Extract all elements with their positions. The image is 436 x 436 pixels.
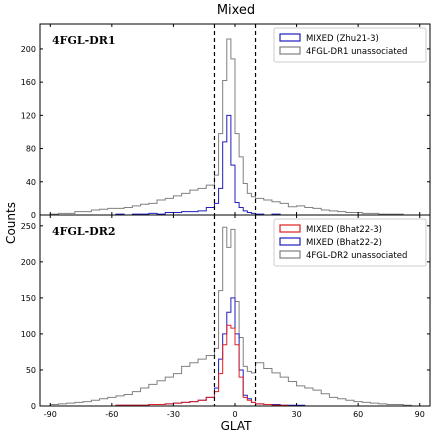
y-tick-label: 40 — [26, 178, 36, 187]
legend-swatch — [279, 33, 301, 42]
legend-swatch — [279, 250, 301, 259]
y-tick-label: 0 — [31, 211, 36, 220]
legend-swatch — [279, 46, 301, 55]
bottom-panel: 0 50 100 150 200 250 -90 -60 -30 0 30 60 90 4FGL-DR2 M… — [21, 214, 431, 419]
legend — [273, 27, 427, 63]
legend — [273, 218, 427, 267]
y-tick-label: 160 — [21, 78, 36, 87]
histogram-series-1 — [50, 297, 420, 407]
y-tick-label: 200 — [21, 45, 36, 54]
panel-label: 4FGL-DR1 — [52, 34, 116, 47]
legend-swatch — [279, 237, 301, 246]
y-tick-label: 150 — [21, 294, 36, 303]
y-axis-label: Counts — [4, 202, 18, 244]
legend-label: 4FGL-DR1 unassociated — [306, 47, 407, 57]
x-tick-label: -60 — [105, 410, 118, 419]
x-tick-label: 0 — [232, 410, 237, 419]
x-tick-label: 30 — [291, 410, 301, 419]
x-tick-label: 60 — [353, 410, 363, 419]
x-tick-label: -30 — [167, 410, 180, 419]
y-tick-label: 120 — [21, 111, 36, 120]
histogram-series-1 — [49, 38, 420, 216]
histogram-series-2 — [49, 226, 420, 407]
legend-label: 4FGL-DR2 unassociated — [306, 251, 407, 261]
histogram-series-0 — [50, 324, 420, 407]
y-tick-label: 100 — [21, 330, 36, 339]
x-axis-label: GLAT — [221, 419, 253, 433]
legend-label: MIXED (Bhat22-2) — [306, 238, 382, 248]
y-tick-label: 50 — [26, 366, 36, 375]
y-tick-label: 250 — [21, 222, 36, 231]
figure-title: Mixed — [217, 3, 255, 18]
top-panel: 0 40 80 120 160 200 4FGL-DR1 MIXED (Zhu21-3) 4FG… — [21, 23, 431, 220]
x-tick-label: 90 — [415, 410, 425, 419]
legend-label: MIXED (Bhat22-3) — [306, 225, 382, 235]
legend-swatch — [279, 224, 301, 233]
y-tick-label: 80 — [26, 145, 36, 154]
legend-label: MIXED (Zhu21-3) — [306, 34, 379, 44]
x-tick-label: -90 — [44, 410, 57, 419]
panel-label: 4FGL-DR2 — [52, 225, 116, 238]
y-tick-label: 200 — [21, 258, 36, 267]
y-tick-label: 0 — [31, 402, 36, 411]
